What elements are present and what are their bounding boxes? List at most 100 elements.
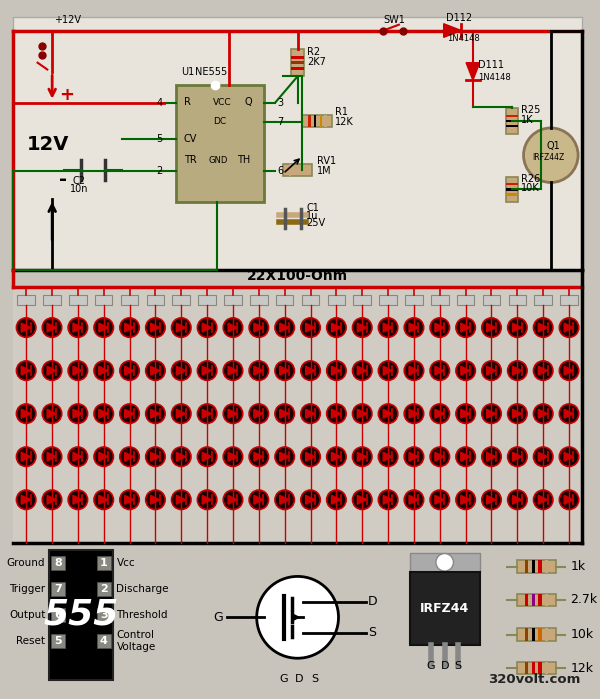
- Polygon shape: [99, 452, 108, 461]
- Circle shape: [301, 404, 320, 424]
- Polygon shape: [466, 63, 480, 80]
- Polygon shape: [254, 366, 263, 375]
- Polygon shape: [564, 452, 574, 461]
- Circle shape: [172, 404, 191, 424]
- Bar: [545, 628, 548, 641]
- Circle shape: [223, 361, 243, 380]
- Bar: [506, 115, 518, 117]
- Circle shape: [275, 490, 295, 510]
- Circle shape: [42, 404, 62, 424]
- Bar: [224, 296, 242, 305]
- Circle shape: [223, 404, 243, 424]
- Bar: [325, 115, 327, 127]
- Bar: [17, 296, 35, 305]
- Circle shape: [16, 447, 36, 466]
- Polygon shape: [435, 496, 444, 504]
- Circle shape: [436, 554, 454, 571]
- Text: 6: 6: [277, 166, 283, 175]
- Circle shape: [326, 404, 346, 424]
- Polygon shape: [228, 496, 238, 504]
- Polygon shape: [383, 452, 392, 461]
- Bar: [51, 634, 65, 648]
- Polygon shape: [487, 410, 496, 418]
- Polygon shape: [383, 410, 392, 418]
- Text: S: S: [455, 661, 462, 672]
- Text: VCC: VCC: [213, 98, 232, 106]
- Text: 1: 1: [100, 558, 107, 568]
- Circle shape: [42, 318, 62, 338]
- Text: C2: C2: [73, 176, 86, 187]
- Polygon shape: [487, 496, 496, 504]
- Circle shape: [482, 404, 501, 424]
- Bar: [506, 177, 518, 202]
- Text: 12V: 12V: [27, 136, 69, 154]
- Circle shape: [482, 447, 501, 466]
- Bar: [302, 296, 319, 305]
- Text: R2: R2: [307, 47, 320, 57]
- Polygon shape: [358, 452, 367, 461]
- Polygon shape: [254, 410, 263, 418]
- Polygon shape: [512, 366, 522, 375]
- Text: 10n: 10n: [70, 185, 89, 194]
- Polygon shape: [383, 496, 392, 504]
- Circle shape: [482, 361, 501, 380]
- Bar: [410, 572, 480, 645]
- Text: 1M: 1M: [317, 166, 332, 175]
- Polygon shape: [21, 323, 31, 332]
- Bar: [320, 115, 322, 127]
- Bar: [431, 296, 449, 305]
- Circle shape: [301, 318, 320, 338]
- Polygon shape: [202, 452, 212, 461]
- Text: SW1: SW1: [383, 15, 405, 24]
- Circle shape: [404, 404, 424, 424]
- Bar: [532, 593, 535, 606]
- Polygon shape: [125, 410, 134, 418]
- Circle shape: [456, 361, 475, 380]
- Text: TH: TH: [237, 155, 250, 165]
- Circle shape: [120, 447, 139, 466]
- Circle shape: [197, 490, 217, 510]
- Polygon shape: [461, 452, 470, 461]
- Text: 3: 3: [277, 98, 283, 108]
- Polygon shape: [280, 366, 289, 375]
- Bar: [538, 560, 542, 573]
- Circle shape: [146, 404, 165, 424]
- Bar: [524, 628, 528, 641]
- Circle shape: [16, 361, 36, 380]
- Polygon shape: [461, 366, 470, 375]
- Circle shape: [94, 404, 113, 424]
- Circle shape: [68, 447, 88, 466]
- Text: 5: 5: [156, 134, 162, 144]
- Circle shape: [430, 490, 449, 510]
- Circle shape: [68, 404, 88, 424]
- Polygon shape: [21, 366, 31, 375]
- Circle shape: [404, 447, 424, 466]
- Bar: [49, 549, 113, 680]
- Bar: [51, 556, 65, 570]
- Polygon shape: [487, 452, 496, 461]
- Circle shape: [352, 490, 372, 510]
- Circle shape: [508, 447, 527, 466]
- Bar: [97, 634, 110, 648]
- Bar: [250, 296, 268, 305]
- Text: 4: 4: [100, 636, 108, 646]
- Text: 12k: 12k: [570, 662, 593, 675]
- Polygon shape: [512, 496, 522, 504]
- Text: 2.7k: 2.7k: [570, 593, 598, 607]
- Circle shape: [301, 490, 320, 510]
- Bar: [532, 628, 535, 641]
- Text: D: D: [440, 661, 449, 672]
- Circle shape: [275, 318, 295, 338]
- Text: RV1: RV1: [317, 156, 336, 166]
- Text: CV: CV: [184, 134, 197, 143]
- Circle shape: [146, 318, 165, 338]
- Text: D112: D112: [446, 13, 472, 23]
- Bar: [524, 593, 528, 606]
- Polygon shape: [443, 24, 461, 37]
- Polygon shape: [202, 366, 212, 375]
- Polygon shape: [280, 410, 289, 418]
- Polygon shape: [254, 452, 263, 461]
- Bar: [199, 296, 216, 305]
- Text: G: G: [280, 674, 288, 684]
- Text: 8: 8: [54, 558, 62, 568]
